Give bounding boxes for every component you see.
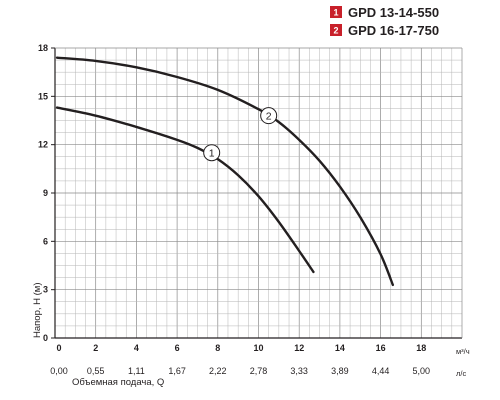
curves: 12: [55, 56, 395, 287]
x-tick-label: 12: [294, 343, 304, 353]
x-tick-label: 8: [215, 343, 220, 353]
grid: [55, 48, 462, 338]
curve-label-1: 1: [209, 148, 215, 160]
y-tick-label: 18: [38, 43, 48, 53]
x-tick-label: 16: [376, 343, 386, 353]
legend: 1 GPD 13-14-550 2 GPD 16-17-750: [330, 5, 439, 38]
y-tick-label: 0: [43, 333, 48, 343]
x-secondary-tick-label: 2,22: [209, 366, 227, 376]
x-secondary-tick-label: 0,55: [87, 366, 105, 376]
y-tick-label: 6: [43, 236, 48, 246]
x-secondary-tick-labels: 0,00 0,55 1,11 1,67 2,22 2,78 3,33 3,89 4,44 5,00: [50, 366, 430, 376]
x-tick-label: 2: [93, 343, 98, 353]
x-tick-label: 10: [253, 343, 263, 353]
y-tick-label: 12: [38, 140, 48, 150]
x-tick-label: 6: [175, 343, 180, 353]
x-tick-label: 0: [56, 343, 61, 353]
legend-marker-2: [330, 24, 342, 36]
y-tick-labels: 0 3 6 9 12 15 18: [38, 43, 55, 343]
curve-label-circle-2: [260, 107, 278, 125]
x-axis-secondary-title: Объемная подача, Q: [72, 377, 164, 388]
x-secondary-tick-label: 3,89: [331, 366, 349, 376]
x-secondary-tick-label: 1,11: [128, 366, 145, 376]
y-tick-label: 3: [43, 285, 48, 295]
legend-marker-1-number: 1: [333, 8, 338, 18]
curve-series-2: [55, 56, 395, 287]
x-tick-label: 14: [335, 343, 345, 353]
x-tick-label: 4: [134, 343, 139, 353]
curve-label-2: 2: [266, 110, 272, 122]
y-tick-label: 15: [38, 91, 48, 101]
x-secondary-tick-label: 0,00: [50, 366, 68, 376]
x-secondary-tick-label: 4,44: [372, 366, 390, 376]
legend-label-2: GPD 16-17-750: [348, 23, 439, 38]
legend-marker-2-number: 2: [333, 26, 338, 36]
x-secondary-tick-label: 5,00: [413, 366, 431, 376]
x-secondary-tick-label: 2,78: [250, 366, 268, 376]
x-secondary-axis-unit: л/с: [456, 369, 466, 378]
curve-label-circle-1: [203, 144, 221, 162]
x-axis-unit: м³/ч: [456, 347, 470, 356]
y-axis-title: Напор, H (м): [32, 283, 43, 339]
legend-marker-1: [330, 6, 342, 18]
x-secondary-tick-label: 1,67: [168, 366, 186, 376]
x-tick-labels: 0 2 4 6 8 10 12 14 16 18: [56, 343, 426, 353]
legend-label-1: GPD 13-14-550: [348, 5, 439, 20]
x-tick-label: 18: [416, 343, 426, 353]
x-secondary-tick-label: 3,33: [290, 366, 308, 376]
y-tick-label: 9: [43, 188, 48, 198]
curve-series-1: [55, 106, 315, 274]
